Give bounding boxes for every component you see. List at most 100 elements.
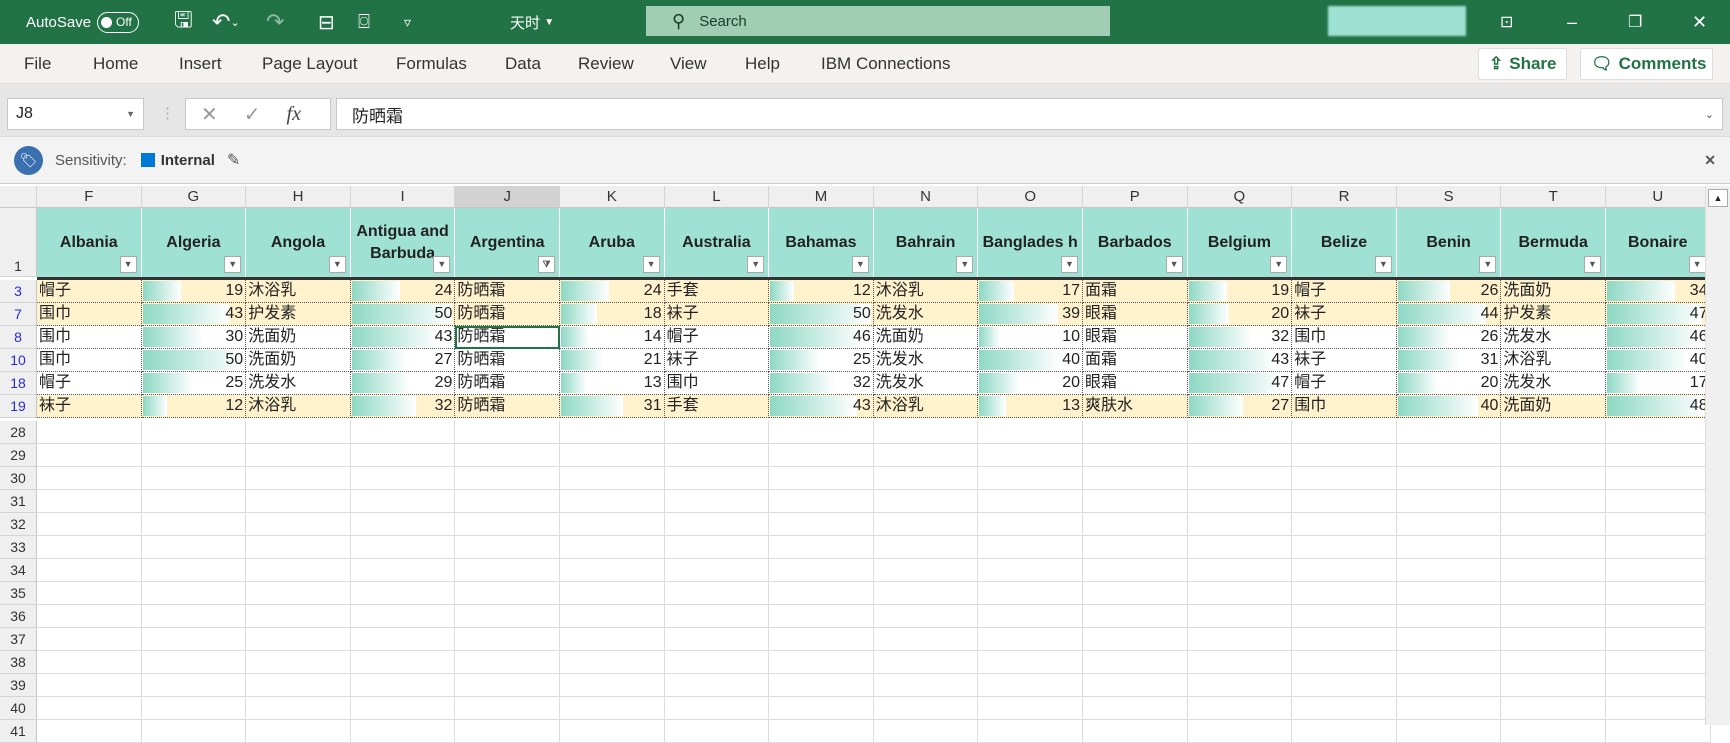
empty-cell[interactable] xyxy=(1083,559,1188,582)
empty-cell[interactable] xyxy=(560,605,665,628)
text-cell[interactable]: 沐浴乳 xyxy=(873,280,979,303)
empty-cell[interactable] xyxy=(664,490,770,513)
value-cell[interactable]: 13 xyxy=(978,395,1083,418)
row-header-3[interactable]: 3 xyxy=(0,280,37,303)
empty-cell[interactable] xyxy=(1501,674,1606,697)
empty-cell[interactable] xyxy=(1292,582,1397,605)
filter-dropdown-icon[interactable]: ▼ xyxy=(433,256,451,273)
value-cell[interactable]: 26 xyxy=(1396,326,1502,349)
empty-cell[interactable] xyxy=(350,536,456,559)
column-header-R[interactable]: R xyxy=(1292,186,1397,208)
empty-cell[interactable] xyxy=(1083,651,1188,674)
empty-cell[interactable] xyxy=(141,513,247,536)
empty-cell[interactable] xyxy=(1083,421,1188,444)
text-cell[interactable]: 帽子 xyxy=(37,280,142,303)
empty-cell[interactable] xyxy=(1292,421,1397,444)
vertical-scrollbar[interactable]: ▲ xyxy=(1705,186,1730,725)
empty-cell[interactable] xyxy=(664,651,770,674)
tab-help[interactable]: Help xyxy=(745,54,780,73)
empty-cell[interactable] xyxy=(1606,720,1711,743)
redo-icon[interactable]: ↷ xyxy=(266,9,285,34)
empty-cell[interactable] xyxy=(1292,651,1397,674)
empty-cell[interactable] xyxy=(769,628,874,651)
value-cell[interactable]: 26 xyxy=(1396,280,1502,303)
splitter-icon[interactable]: ⋮ xyxy=(160,105,175,122)
empty-cell[interactable] xyxy=(455,582,560,605)
empty-cell[interactable] xyxy=(246,605,351,628)
text-cell[interactable]: 眼霜 xyxy=(1083,326,1188,349)
empty-cell[interactable] xyxy=(141,697,247,720)
empty-cell[interactable] xyxy=(873,536,979,559)
empty-cell[interactable] xyxy=(769,513,874,536)
row-header-41[interactable]: 41 xyxy=(0,720,37,743)
text-cell[interactable]: 沐浴乳 xyxy=(873,395,979,418)
empty-cell[interactable] xyxy=(246,674,351,697)
empty-cell[interactable] xyxy=(350,490,456,513)
empty-cell[interactable] xyxy=(1606,421,1711,444)
empty-cell[interactable] xyxy=(664,536,770,559)
text-cell[interactable]: 手套 xyxy=(664,280,770,303)
empty-cell[interactable] xyxy=(141,536,247,559)
empty-cell[interactable] xyxy=(978,697,1083,720)
insert-function-icon[interactable]: fx xyxy=(286,102,301,125)
column-header-U[interactable]: U xyxy=(1606,186,1711,208)
restore-icon[interactable]: ❐ xyxy=(1628,14,1643,31)
empty-cell[interactable] xyxy=(350,674,456,697)
empty-cell[interactable] xyxy=(1187,513,1293,536)
empty-cell[interactable] xyxy=(455,444,560,467)
value-cell[interactable]: 32 xyxy=(769,372,874,395)
row-header-34[interactable]: 34 xyxy=(0,559,37,582)
select-all-corner[interactable] xyxy=(0,186,37,208)
empty-cell[interactable] xyxy=(1606,628,1711,651)
empty-cell[interactable] xyxy=(873,467,979,490)
empty-cell[interactable] xyxy=(246,467,351,490)
empty-cell[interactable] xyxy=(664,513,770,536)
filter-dropdown-icon[interactable]: ▼ xyxy=(1165,256,1183,273)
column-header-T[interactable]: T xyxy=(1501,186,1606,208)
column-header-L[interactable]: L xyxy=(664,186,770,208)
text-cell[interactable]: 洗发水 xyxy=(1501,326,1606,349)
empty-cell[interactable] xyxy=(978,444,1083,467)
empty-cell[interactable] xyxy=(769,605,874,628)
text-cell[interactable]: 沐浴乳 xyxy=(1501,349,1606,372)
value-cell[interactable]: 13 xyxy=(560,372,665,395)
column-header-Q[interactable]: Q xyxy=(1187,186,1293,208)
empty-cell[interactable] xyxy=(455,628,560,651)
empty-cell[interactable] xyxy=(246,628,351,651)
empty-cell[interactable] xyxy=(1187,628,1293,651)
worksheet-grid[interactable]: F G H I J K L M N O P Q R S T U 1 Albania ▼ Algeria ▼ Angola ▼… xyxy=(0,186,1711,743)
empty-cell[interactable] xyxy=(560,421,665,444)
empty-cell[interactable] xyxy=(350,467,456,490)
row-header-32[interactable]: 32 xyxy=(0,513,37,536)
value-cell[interactable]: 21 xyxy=(560,349,665,372)
text-cell[interactable]: 围巾 xyxy=(37,303,142,326)
value-cell[interactable]: 30 xyxy=(141,326,247,349)
scroll-up-icon[interactable]: ▲ xyxy=(1708,189,1728,207)
value-cell[interactable]: 24 xyxy=(350,280,456,303)
empty-cell[interactable] xyxy=(1083,720,1188,743)
text-cell[interactable]: 洗发水 xyxy=(246,372,351,395)
text-cell[interactable]: 袜子 xyxy=(1292,303,1397,326)
empty-cell[interactable] xyxy=(978,628,1083,651)
empty-cell[interactable] xyxy=(1292,720,1397,743)
empty-cell[interactable] xyxy=(246,720,351,743)
value-cell[interactable]: 20 xyxy=(978,372,1083,395)
empty-cell[interactable] xyxy=(37,444,142,467)
empty-cell[interactable] xyxy=(455,674,560,697)
empty-cell[interactable] xyxy=(246,444,351,467)
text-cell[interactable]: 护发素 xyxy=(246,303,351,326)
value-cell[interactable]: 27 xyxy=(1187,395,1293,418)
value-cell[interactable]: 31 xyxy=(560,395,665,418)
empty-cell[interactable] xyxy=(1292,513,1397,536)
tab-review[interactable]: Review xyxy=(578,54,634,73)
empty-cell[interactable] xyxy=(455,720,560,743)
empty-cell[interactable] xyxy=(246,536,351,559)
text-cell[interactable]: 袜子 xyxy=(37,395,142,418)
share-button[interactable]: ⇪ Share xyxy=(1478,48,1567,80)
text-cell[interactable]: 帽子 xyxy=(1292,280,1397,303)
search-box[interactable]: ⚲ Search xyxy=(646,6,1110,36)
column-header-N[interactable]: N xyxy=(873,186,979,208)
empty-cell[interactable] xyxy=(1606,605,1711,628)
empty-cell[interactable] xyxy=(1292,697,1397,720)
tab-insert[interactable]: Insert xyxy=(179,54,222,73)
